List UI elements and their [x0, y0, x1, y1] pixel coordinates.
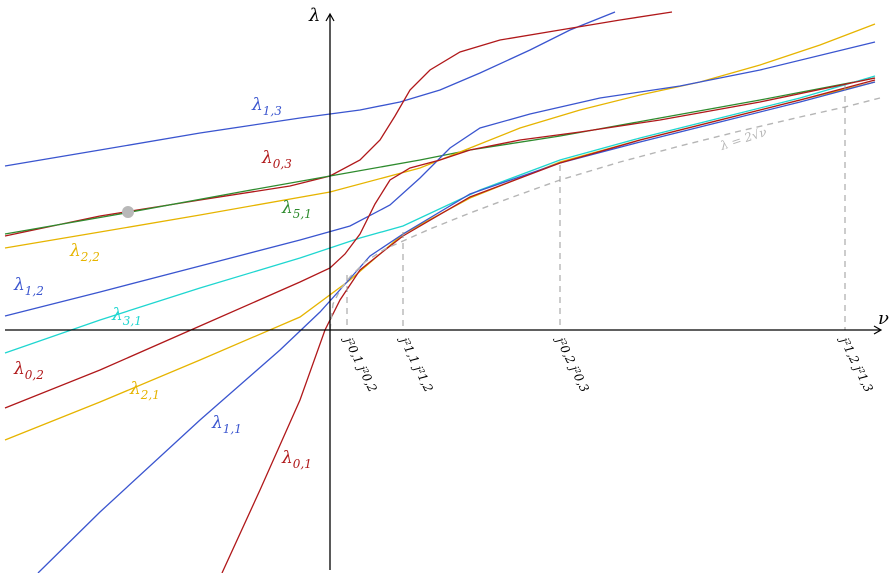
tick-label-4: j²1,2 j²1,3 [836, 332, 876, 394]
curves-layer [4, 11, 876, 573]
curve-lambda-0-3 [4, 11, 673, 237]
marker-dot [122, 206, 134, 218]
label-lambda-5-1: λ5,1 [281, 198, 312, 221]
tick-label-1: j²0,1 j²0,2 [340, 332, 380, 394]
label-lambda-1-3: λ1,3 [251, 95, 282, 118]
label-lambda-1-2: λ1,2 [13, 275, 44, 298]
curve-labels: λ1,3 λ0,3 λ5,1 λ2,2 λ1,2 λ3,1 λ0,2 λ2,1 … [13, 95, 312, 471]
tick-label-3: j²0,2 j²0,3 [552, 332, 592, 394]
x-tick-labels: j²0,1 j²0,2 j²1,1 j²1,2 j²0,2 j²0,3 j²1,… [340, 332, 876, 394]
curve-lambda-0-1 [221, 79, 876, 573]
curve-lambda-1-1 [37, 81, 876, 573]
curve-lambda-1-2 [4, 41, 876, 317]
y-axis-arrow [325, 12, 335, 22]
curve-lambda-3-1 [4, 75, 876, 354]
label-lambda-1-1: λ1,1 [211, 413, 242, 436]
tick-label-2: j²1,1 j²1,2 [396, 332, 436, 394]
y-axis-label: λ [308, 5, 320, 26]
label-lambda-0-1: λ0,1 [281, 448, 312, 471]
label-lambda-0-3: λ0,3 [261, 148, 292, 171]
label-lambda-3-1: λ3,1 [111, 305, 142, 328]
parabola-curve [329, 97, 881, 331]
label-lambda-0-2: λ0,2 [13, 359, 44, 382]
label-lambda-2-1: λ2,1 [129, 379, 160, 402]
x-axis-label: ν [878, 308, 889, 329]
curve-lambda-2-2 [4, 23, 876, 249]
parabola-label: λ = 2√ν [718, 125, 769, 153]
label-lambda-2-2: λ2,2 [69, 241, 100, 264]
curve-lambda-5-1 [4, 77, 876, 235]
curve-lambda-1-3 [4, 11, 616, 167]
x-axis-arrow [873, 325, 883, 335]
curve-lambda-0-2 [4, 77, 876, 409]
